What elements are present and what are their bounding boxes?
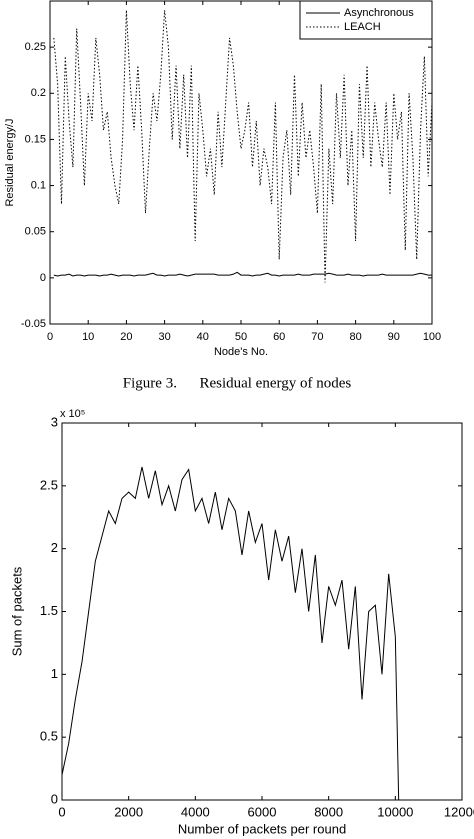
x-tick-label: 6000 bbox=[248, 804, 277, 819]
x-tick-label: 100 bbox=[423, 331, 441, 343]
y-tick-label: 0.25 bbox=[25, 41, 46, 53]
y-axis-label: Sum of packets bbox=[9, 566, 24, 656]
x-tick-label: 10 bbox=[82, 331, 94, 343]
x-tick-label: 20 bbox=[120, 331, 132, 343]
y-tick-label: 0.15 bbox=[25, 133, 46, 145]
y-tick-label: 0.2 bbox=[31, 87, 46, 99]
x-tick-label: 30 bbox=[158, 331, 170, 343]
x-tick-label: 0 bbox=[58, 804, 65, 819]
x-tick-label: 50 bbox=[235, 331, 247, 343]
x-tick-label: 90 bbox=[388, 331, 400, 343]
x-tick-label: 2000 bbox=[114, 804, 143, 819]
plot-frame bbox=[61, 422, 463, 801]
legend-box bbox=[299, 0, 433, 40]
x-axis-label: Number of packets per round bbox=[178, 821, 346, 836]
legend-label: LEACH bbox=[344, 21, 381, 33]
y-tick-label: 2.5 bbox=[40, 477, 58, 492]
y-tick-label: 2 bbox=[51, 540, 58, 555]
y-tick-label: 0.1 bbox=[31, 179, 46, 191]
y-tick-label: 1 bbox=[51, 666, 58, 681]
legend-label: Asynchronous bbox=[344, 7, 414, 19]
x-tick-label: 80 bbox=[349, 331, 361, 343]
x-tick-label: 0 bbox=[47, 331, 53, 343]
y-tick-label: 0.5 bbox=[40, 729, 58, 744]
x-tick-label: 70 bbox=[311, 331, 323, 343]
y-tick-label: 0 bbox=[51, 791, 58, 806]
y-tick-label: 0.05 bbox=[25, 226, 46, 238]
y-tick-label: -0.05 bbox=[21, 318, 46, 330]
x-tick-label: 10000 bbox=[377, 804, 413, 819]
data-line bbox=[53, 10, 433, 283]
figure-caption: Figure 3. Residual energy of nodes bbox=[123, 375, 352, 391]
y-axis-label: Residual energy/J bbox=[4, 118, 16, 206]
x-tick-label: 8000 bbox=[314, 804, 343, 819]
x-tick-label: 12000 bbox=[444, 804, 474, 819]
x-tick-label: 4000 bbox=[181, 804, 210, 819]
data-line bbox=[61, 466, 400, 801]
x-tick-label: 40 bbox=[197, 331, 209, 343]
y-tick-label: 0 bbox=[40, 272, 46, 284]
data-line bbox=[53, 271, 432, 277]
x-axis-label: Node's No. bbox=[214, 346, 268, 358]
y-tick-label: 3 bbox=[51, 414, 58, 429]
y-tick-label: 1.5 bbox=[40, 603, 58, 618]
y-multiplier: x 10⁵ bbox=[60, 408, 85, 420]
x-tick-label: 60 bbox=[273, 331, 285, 343]
